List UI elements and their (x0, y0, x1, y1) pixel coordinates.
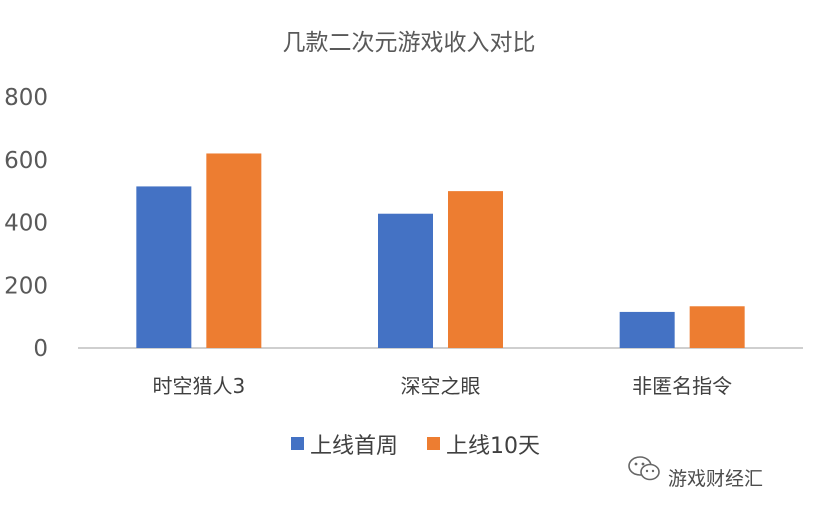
bar-first-week-3 (619, 311, 675, 348)
category-label: 时空猎人3 (152, 374, 245, 398)
legend-label: 上线首周 (310, 434, 398, 459)
y-tick-label: 400 (4, 211, 48, 237)
bar-first-week-1 (136, 186, 192, 348)
watermark-text: 游戏财经汇 (668, 468, 763, 490)
legend: 上线首周 上线10天 (291, 434, 540, 459)
legend-swatch (427, 437, 440, 450)
bar-ten-days-1 (206, 153, 262, 348)
category-label: 非匿名指令 (632, 374, 732, 398)
watermark: 游戏财经汇 (628, 456, 763, 490)
wechat-icon (628, 456, 660, 481)
y-tick-label: 0 (33, 336, 48, 362)
y-tick-label: 600 (4, 148, 48, 174)
y-tick-label: 200 (4, 273, 48, 299)
bar-first-week-2 (378, 213, 433, 348)
bar-ten-days-2 (448, 191, 503, 348)
bar-ten-days-3 (689, 306, 745, 348)
category-label: 深空之眼 (401, 374, 481, 398)
category-labels: 时空猎人3 深空之眼 非匿名指令 (152, 374, 732, 398)
y-tick-label: 800 (4, 85, 48, 111)
bars-group (136, 153, 745, 348)
chart-title: 几款二次元游戏收入对比 (283, 30, 536, 56)
legend-swatch (291, 437, 304, 450)
legend-label: 上线10天 (446, 434, 540, 459)
y-axis-ticks: 0 200 400 600 800 (4, 85, 48, 362)
